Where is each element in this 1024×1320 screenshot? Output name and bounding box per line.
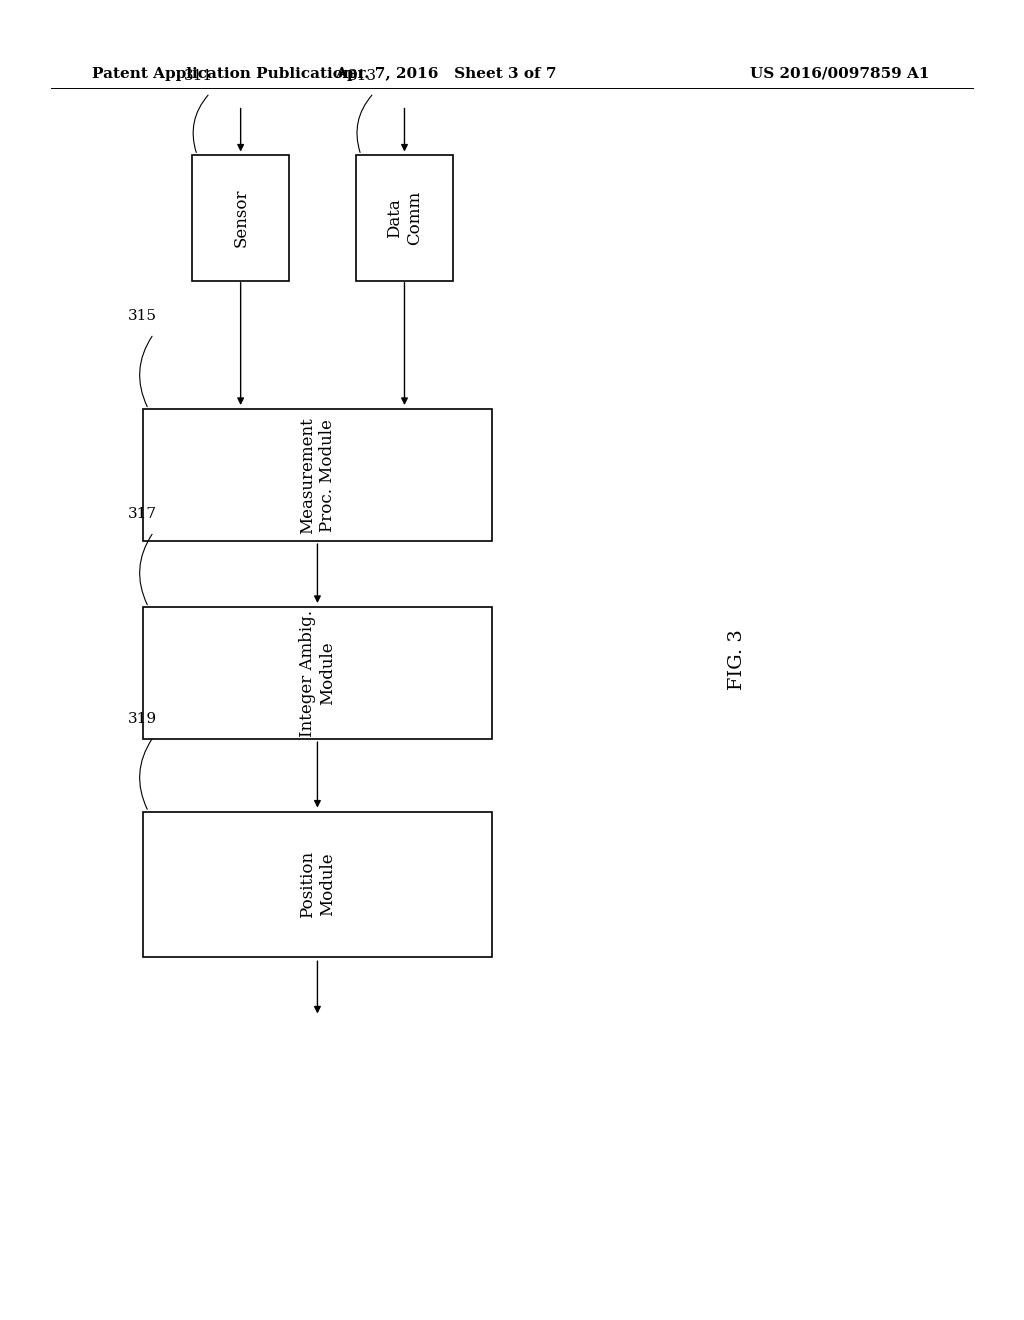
Text: Measurement
Proc. Module: Measurement Proc. Module (299, 417, 336, 533)
Text: 311: 311 (184, 69, 213, 82)
Text: Integer Ambig.
Module: Integer Ambig. Module (299, 610, 336, 737)
Text: Data
Comm: Data Comm (386, 190, 423, 246)
Text: 317: 317 (128, 507, 157, 521)
Text: Apr. 7, 2016   Sheet 3 of 7: Apr. 7, 2016 Sheet 3 of 7 (335, 67, 556, 81)
Text: 313: 313 (348, 69, 377, 82)
Bar (143, 607, 492, 739)
Text: Patent Application Publication: Patent Application Publication (92, 67, 354, 81)
Text: 319: 319 (128, 711, 157, 726)
Bar (143, 409, 492, 541)
Bar (193, 156, 289, 281)
Text: Sensor: Sensor (232, 189, 249, 247)
Text: US 2016/0097859 A1: US 2016/0097859 A1 (750, 67, 930, 81)
Text: 315: 315 (128, 309, 157, 323)
Text: Position
Module: Position Module (299, 851, 336, 917)
Text: FIG. 3: FIG. 3 (728, 630, 746, 690)
Bar (143, 812, 492, 957)
Bar (356, 156, 453, 281)
